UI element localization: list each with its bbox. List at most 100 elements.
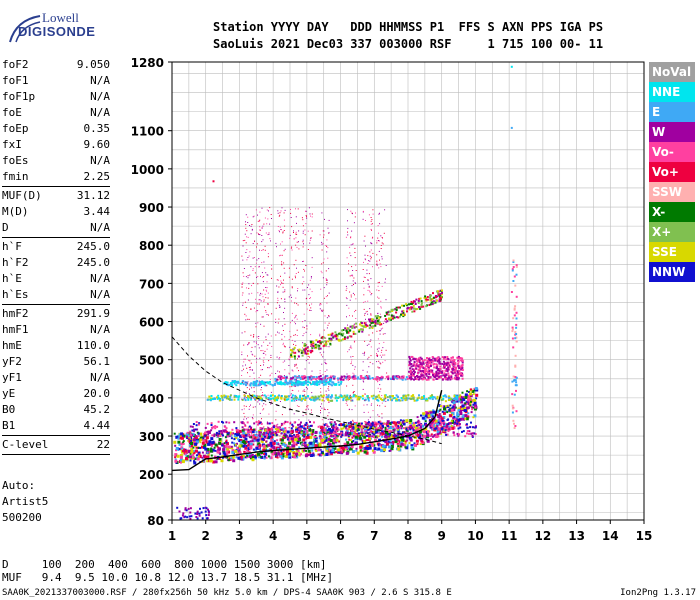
echo-point <box>423 296 426 299</box>
echo-point <box>174 459 178 463</box>
echo-point <box>283 219 285 221</box>
echo-point <box>369 251 371 253</box>
echo-point <box>430 433 433 436</box>
echo-point <box>354 332 357 335</box>
echo-point <box>448 396 450 399</box>
echo-point <box>372 377 375 380</box>
echo-point <box>260 323 262 325</box>
echo-point <box>230 432 233 435</box>
echo-point <box>282 434 285 437</box>
echo-point <box>246 236 248 238</box>
echo-point <box>372 332 374 334</box>
echo-point <box>369 377 372 380</box>
echo-point <box>247 277 249 279</box>
echo-point <box>323 287 325 289</box>
echo-point <box>458 395 461 398</box>
echo-point <box>437 421 441 425</box>
echo-point <box>308 445 311 448</box>
echo-point <box>284 301 286 303</box>
echo-point <box>412 370 415 373</box>
echo-point <box>217 448 221 452</box>
echo-point <box>419 370 422 373</box>
echo-point <box>447 423 450 426</box>
echo-point <box>305 422 308 424</box>
echo-point <box>204 426 207 429</box>
echo-point <box>264 428 268 432</box>
echo-point <box>399 419 402 422</box>
echo-point <box>311 411 312 413</box>
echo-point <box>283 250 285 252</box>
echo-point <box>207 442 211 446</box>
echo-point <box>457 409 460 411</box>
echo-point <box>253 387 255 389</box>
echo-point <box>466 426 469 429</box>
echo-point <box>450 398 453 401</box>
echo-point <box>216 396 218 399</box>
echo-point <box>390 314 393 317</box>
echo-point <box>277 448 280 450</box>
echo-point <box>378 267 380 269</box>
echo-point <box>448 364 451 367</box>
echo-point <box>269 342 271 344</box>
echo-point <box>423 417 427 421</box>
echo-point <box>365 451 369 455</box>
echo-point <box>290 394 292 396</box>
echo-point <box>446 370 449 373</box>
echo-point <box>206 447 210 451</box>
echo-point <box>271 422 274 425</box>
echo-point <box>270 403 272 405</box>
echo-point <box>282 377 285 379</box>
echo-point <box>322 440 326 444</box>
echo-point <box>438 404 441 407</box>
echo-point <box>330 395 333 398</box>
echo-point <box>249 452 252 456</box>
echo-point <box>208 398 210 401</box>
echo-point <box>376 317 378 320</box>
echo-point <box>198 422 201 425</box>
echo-point <box>381 395 383 396</box>
echo-point <box>419 437 423 441</box>
echo-point <box>424 414 428 418</box>
echo-point <box>276 356 278 358</box>
echo-point <box>296 399 298 401</box>
echo-point <box>245 252 247 253</box>
echo-point <box>405 397 408 400</box>
echo-point <box>338 332 341 335</box>
echo-point <box>244 416 246 418</box>
echo-point <box>450 420 453 423</box>
echo-point <box>455 373 458 376</box>
echo-point <box>222 448 226 452</box>
echo-point <box>436 397 439 400</box>
echo-point <box>419 297 422 300</box>
echo-point <box>353 391 355 393</box>
echo-point <box>280 376 283 378</box>
echo-point <box>347 337 349 339</box>
echo-point <box>404 440 407 443</box>
echo-point <box>204 432 207 434</box>
echo-point <box>197 435 200 437</box>
echo-point <box>431 369 434 372</box>
echo-point <box>260 350 262 352</box>
echo-point <box>378 367 380 369</box>
echo-point <box>409 419 413 422</box>
echo-point <box>250 398 253 401</box>
echo-point <box>261 293 263 295</box>
echo-point <box>322 397 324 399</box>
echo-point <box>330 394 333 397</box>
echo-point <box>282 330 284 331</box>
echo-point <box>328 442 332 446</box>
echo-point <box>254 396 256 399</box>
echo-point <box>309 377 312 380</box>
echo-point <box>355 318 357 319</box>
echo-point <box>348 335 351 338</box>
echo-point <box>243 361 245 363</box>
echo-point <box>209 449 213 453</box>
echo-point <box>378 240 379 242</box>
echo-point <box>226 447 230 451</box>
echo-point <box>510 291 513 293</box>
echo-point <box>381 434 383 436</box>
echo-point <box>381 399 384 401</box>
echo-point <box>367 279 369 281</box>
echo-point <box>277 279 279 281</box>
echo-point <box>212 425 215 428</box>
